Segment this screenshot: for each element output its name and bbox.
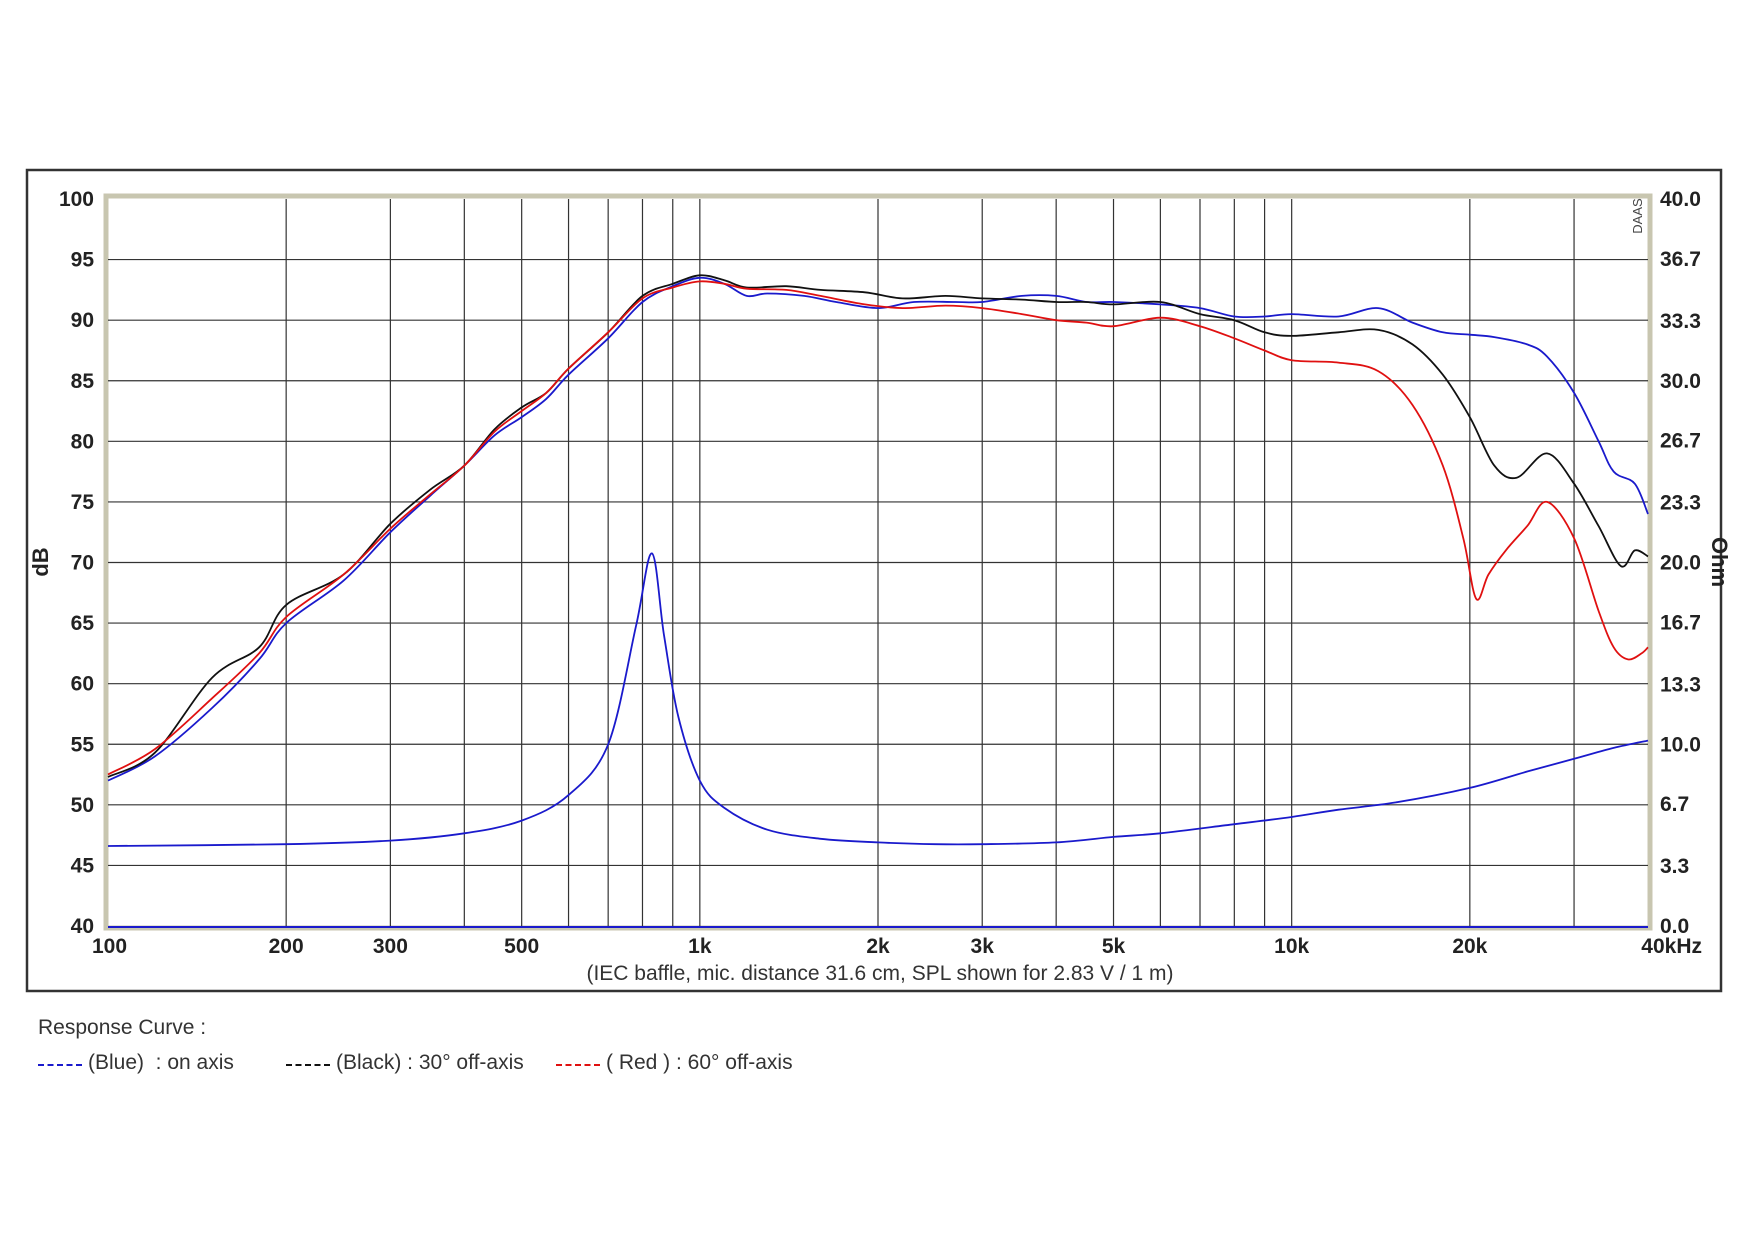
y-tick-label: 90 bbox=[71, 309, 94, 332]
tick-labels: 100 95 90 85 80 75 70 65 60 55 50 45 40 40.0 36.7 33.3 3… bbox=[59, 188, 1702, 958]
watermark-daas: DAAS bbox=[1630, 198, 1645, 234]
x-tick-label: 3k bbox=[971, 935, 995, 958]
legend-item-60-off-axis: ( Red ) : 60° off-axis bbox=[556, 1051, 793, 1075]
y-tick-label: 55 bbox=[71, 733, 95, 756]
y2-tick-label: 0.0 bbox=[1660, 915, 1689, 938]
y2-tick-label: 20.0 bbox=[1660, 552, 1701, 575]
y-tick-label: 65 bbox=[71, 612, 95, 635]
y2-tick-label: 26.7 bbox=[1660, 430, 1701, 453]
y-tick-label: 100 bbox=[59, 188, 94, 211]
y-tick-label: 80 bbox=[71, 430, 94, 453]
legend-label-30-off-axis: (Black) : 30° off-axis bbox=[336, 1051, 524, 1074]
y2-axis-title: Ohm bbox=[1707, 537, 1732, 587]
y2-tick-label: 30.0 bbox=[1660, 370, 1701, 393]
legend-label-60-off-axis: ( Red ) : 60° off-axis bbox=[606, 1051, 793, 1074]
curve-30-off-axis bbox=[107, 274, 1649, 778]
y2-tick-label: 33.3 bbox=[1660, 310, 1701, 333]
y-tick-label: 45 bbox=[71, 854, 95, 877]
grid bbox=[108, 199, 1648, 928]
y2-tick-label: 40.0 bbox=[1660, 188, 1701, 211]
y-tick-label: 70 bbox=[71, 552, 94, 575]
y2-tick-label: 23.3 bbox=[1660, 492, 1701, 515]
x-tick-label: 40kHz bbox=[1641, 935, 1702, 958]
y2-tick-label: 36.7 bbox=[1660, 248, 1701, 271]
x-tick-label: 100 bbox=[92, 935, 127, 958]
y-tick-label: 75 bbox=[71, 491, 95, 514]
y-tick-label: 60 bbox=[71, 673, 94, 696]
curve-60-off-axis bbox=[107, 280, 1649, 776]
y-tick-label: 50 bbox=[71, 794, 94, 817]
x-tick-label: 500 bbox=[504, 935, 539, 958]
legend-item-30-off-axis: (Black) : 30° off-axis bbox=[286, 1051, 524, 1075]
y2-tick-label: 10.0 bbox=[1660, 733, 1701, 756]
y2-tick-label: 13.3 bbox=[1660, 673, 1701, 696]
y2-tick-label: 6.7 bbox=[1660, 793, 1689, 816]
curve-impedance bbox=[107, 552, 1649, 847]
x-tick-label: 200 bbox=[269, 935, 304, 958]
legend-title: Response Curve : bbox=[38, 1016, 207, 1039]
curves bbox=[107, 274, 1649, 847]
y-tick-label: 85 bbox=[71, 370, 95, 393]
legend-label-on-axis: (Blue) : on axis bbox=[88, 1051, 234, 1074]
y-tick-label: 95 bbox=[71, 249, 95, 272]
y2-tick-label: 3.3 bbox=[1660, 855, 1689, 878]
x-tick-label: 10k bbox=[1274, 935, 1309, 958]
x-tick-label: 2k bbox=[866, 935, 890, 958]
x-tick-label: 5k bbox=[1102, 935, 1126, 958]
legend-item-on-axis: (Blue) : on axis bbox=[38, 1051, 234, 1075]
y2-tick-label: 16.7 bbox=[1660, 611, 1701, 634]
x-tick-label: 1k bbox=[688, 935, 712, 958]
y-tick-label: 40 bbox=[71, 915, 94, 938]
y-axis-title: dB bbox=[28, 547, 53, 576]
caption: (IEC baffle, mic. distance 31.6 cm, SPL … bbox=[586, 962, 1173, 985]
x-tick-label: 300 bbox=[373, 935, 408, 958]
x-tick-label: 20k bbox=[1452, 935, 1487, 958]
legend-swatch-red bbox=[556, 1064, 600, 1066]
legend-swatch-blue bbox=[38, 1064, 82, 1066]
legend-swatch-black bbox=[286, 1064, 330, 1066]
